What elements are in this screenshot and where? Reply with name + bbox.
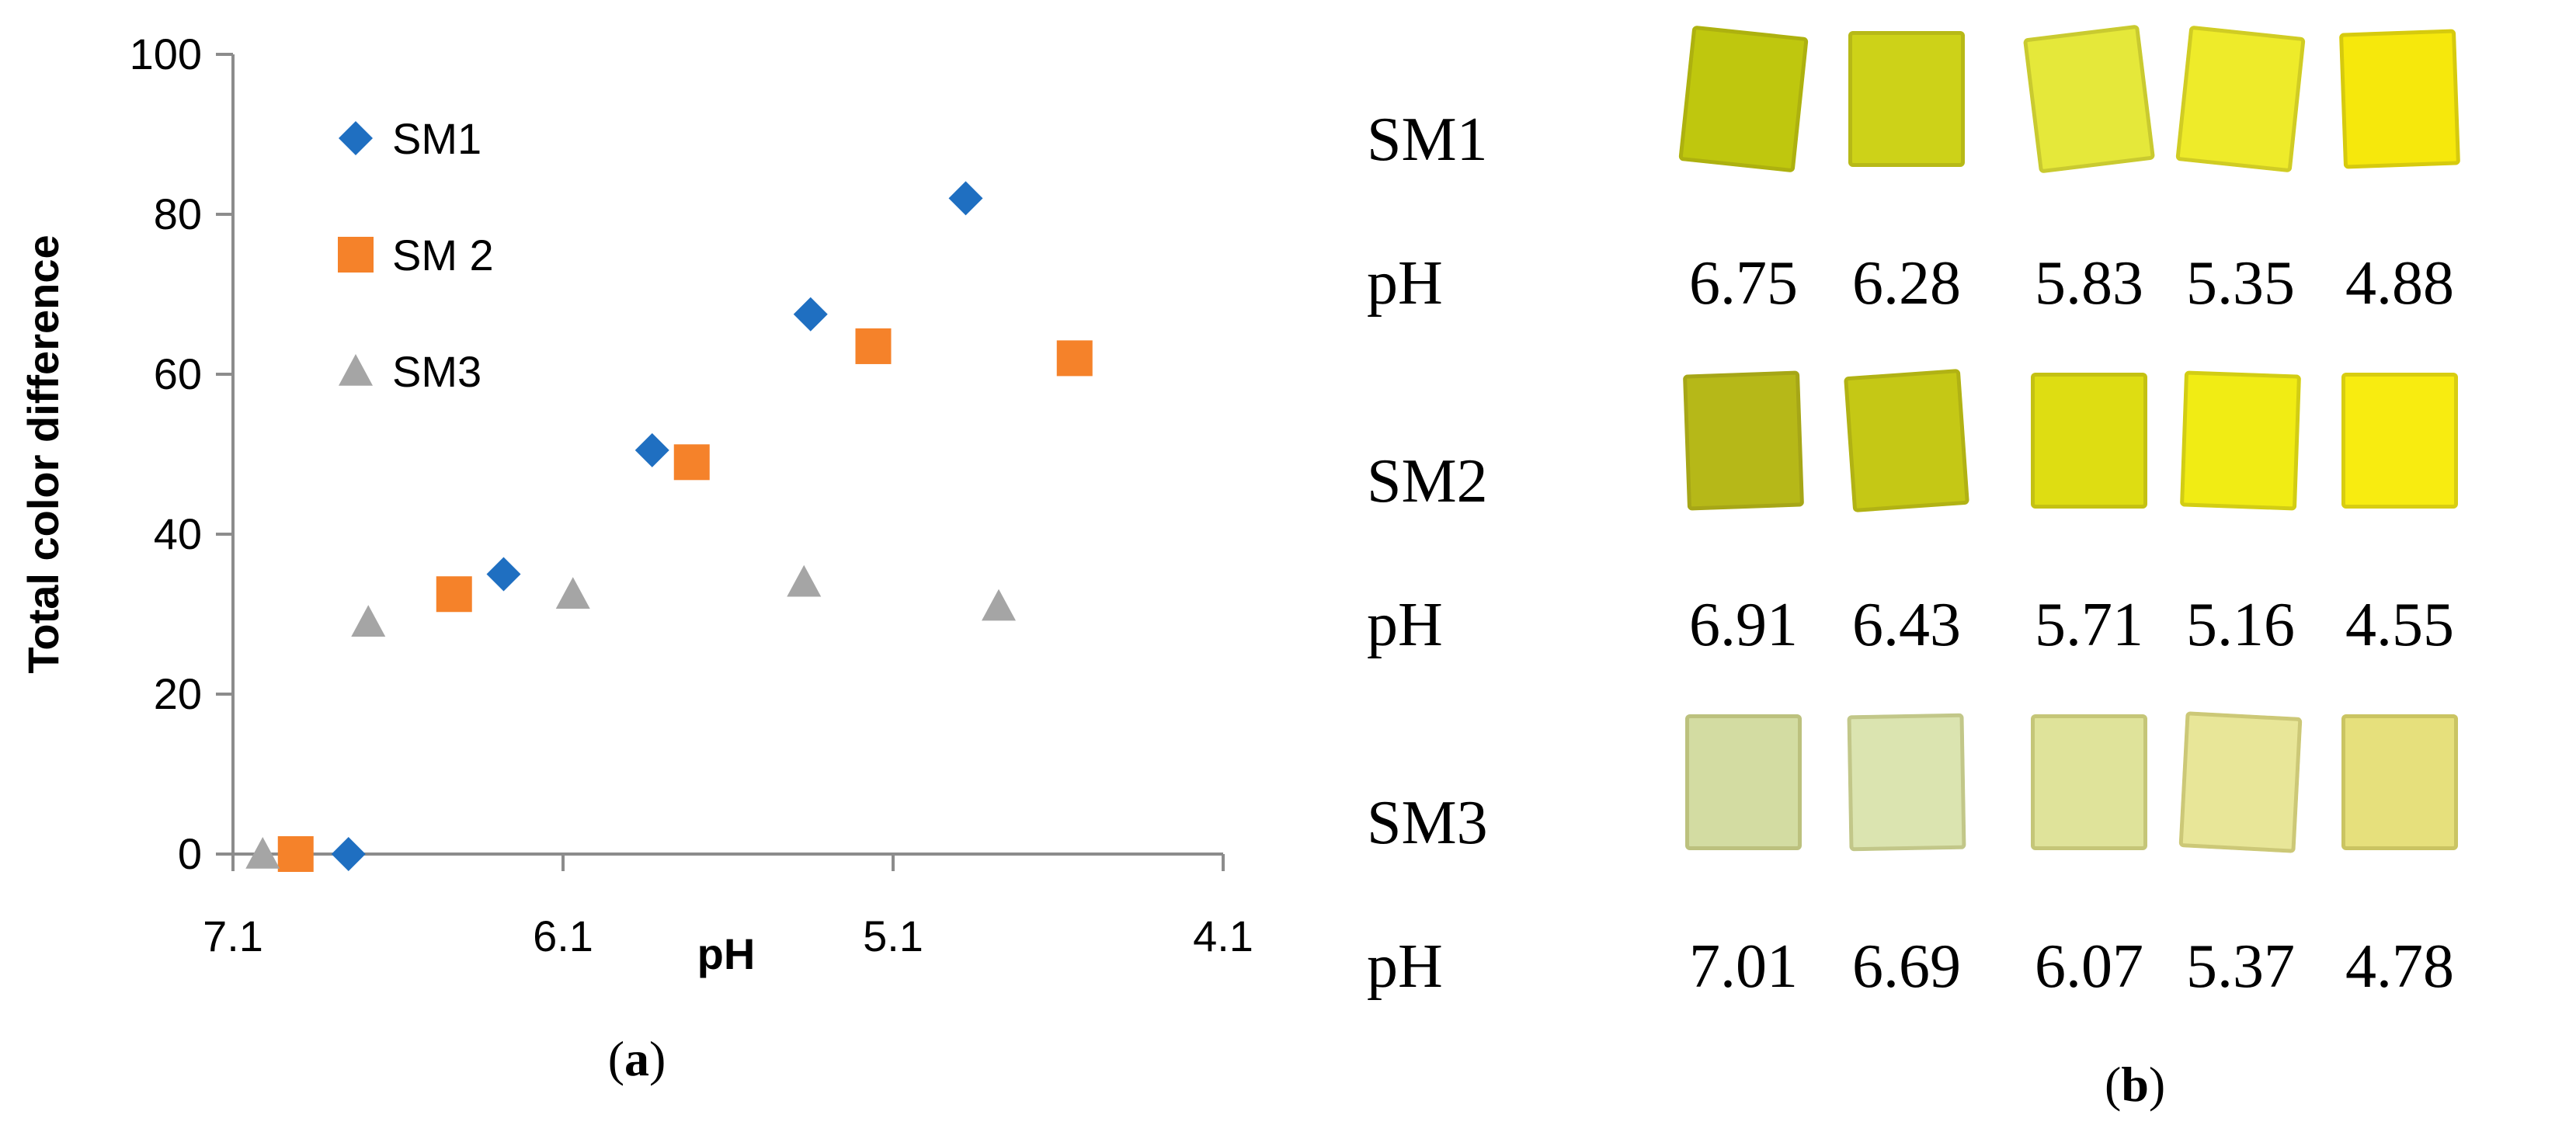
x-axis-label: pH <box>697 929 756 978</box>
data-point <box>673 444 710 481</box>
ph-value: 4.78 <box>2345 932 2454 1001</box>
film-sample-swatch <box>1682 370 1805 511</box>
film-sample-swatch <box>1848 31 1965 167</box>
data-point <box>855 328 892 364</box>
data-point <box>793 297 828 332</box>
y-tick-label: 60 <box>154 349 202 398</box>
caption-letter: b <box>2121 1057 2149 1112</box>
ph-value: 5.83 <box>2035 249 2143 318</box>
series-sm3 <box>245 564 1016 869</box>
film-sample-swatch <box>2341 714 2458 850</box>
legend-marker <box>339 354 373 386</box>
x-tick-label: 6.1 <box>533 912 593 960</box>
x-tick-label: 5.1 <box>863 912 923 960</box>
data-point <box>277 836 314 872</box>
film-sample-swatch <box>2022 24 2156 174</box>
legend-label: SM 2 <box>392 231 494 280</box>
film-sample-swatch <box>2175 25 2306 173</box>
data-point <box>351 605 386 637</box>
y-tick-label: 20 <box>154 669 202 718</box>
ph-value: 6.07 <box>2035 932 2143 1001</box>
data-point <box>1056 340 1093 377</box>
film-sample-swatch <box>1847 713 1966 852</box>
legend-label: SM1 <box>392 114 481 163</box>
data-point <box>948 181 983 216</box>
film-sample-swatch <box>2341 373 2458 509</box>
sample-photo-panel: SM1 pH 6.75 6.28 5.83 5.35 4.88 SM2 pH 6.91 6.43 5.… <box>1320 0 2576 1139</box>
film-sample-swatch <box>2031 714 2147 850</box>
sample-row-label: SM1 <box>1367 106 1488 174</box>
y-tick-label: 80 <box>154 189 202 238</box>
ph-value: 6.91 <box>1689 591 1798 659</box>
ph-value: 6.28 <box>1852 249 1961 318</box>
series-sm1 <box>331 181 983 871</box>
sample-row-label: SM2 <box>1367 447 1488 516</box>
film-sample-swatch <box>1685 714 1802 850</box>
film-sample-swatch <box>1678 25 1809 173</box>
film-sample-swatch <box>2178 711 2303 853</box>
ph-row-label: pH <box>1367 249 1443 318</box>
data-point <box>486 557 521 592</box>
x-tick-label: 7.1 <box>203 912 263 960</box>
panel-a-caption: (a) <box>608 1031 666 1086</box>
ph-value: 5.71 <box>2035 591 2143 659</box>
legend-marker <box>339 121 373 155</box>
data-point <box>436 576 472 613</box>
legend-item: SM1 <box>339 114 481 163</box>
data-point <box>331 837 366 871</box>
legend-item: SM 2 <box>338 231 494 280</box>
ph-value: 5.37 <box>2186 932 2295 1001</box>
ph-value: 6.43 <box>1852 591 1961 659</box>
legend-marker <box>338 237 374 273</box>
legend-item: SM3 <box>339 347 481 396</box>
film-sample-swatch <box>2179 370 2302 511</box>
y-axis-label: Total color difference <box>19 234 68 673</box>
film-sample-swatch <box>2031 373 2147 509</box>
data-point <box>245 837 280 869</box>
film-sample-swatch <box>2338 29 2461 169</box>
y-tick-label: 0 <box>178 829 202 878</box>
data-point <box>982 589 1016 621</box>
legend-label: SM3 <box>392 347 481 396</box>
ph-row-label: pH <box>1367 932 1443 1001</box>
ph-row-label: pH <box>1367 591 1443 659</box>
data-point <box>555 577 590 609</box>
data-point <box>787 564 822 597</box>
film-sample-swatch <box>1844 368 1969 513</box>
series-sm2 <box>277 328 1093 872</box>
ph-value: 4.88 <box>2345 249 2454 318</box>
y-tick-label: 40 <box>154 509 202 558</box>
legend: SM1 SM 2 SM3 <box>338 114 494 396</box>
caption-open: ( <box>2105 1057 2122 1112</box>
caption-close: ) <box>2148 1057 2166 1112</box>
sample-row-label: SM3 <box>1367 789 1488 857</box>
panel-b-caption: (b) <box>2105 1056 2165 1113</box>
ph-value: 5.35 <box>2186 249 2295 318</box>
ph-value: 6.69 <box>1852 932 1961 1001</box>
ph-value: 7.01 <box>1689 932 1798 1001</box>
scatter-chart: 0 20 40 60 80 100 7.1 6.1 5.1 4.1 Total color di… <box>19 30 1253 1086</box>
ph-value: 5.16 <box>2186 591 2295 659</box>
data-point <box>634 432 669 467</box>
y-tick-label: 100 <box>130 30 202 78</box>
ph-value: 4.55 <box>2345 591 2454 659</box>
x-tick-label: 4.1 <box>1193 912 1253 960</box>
ph-value: 6.75 <box>1689 249 1798 318</box>
